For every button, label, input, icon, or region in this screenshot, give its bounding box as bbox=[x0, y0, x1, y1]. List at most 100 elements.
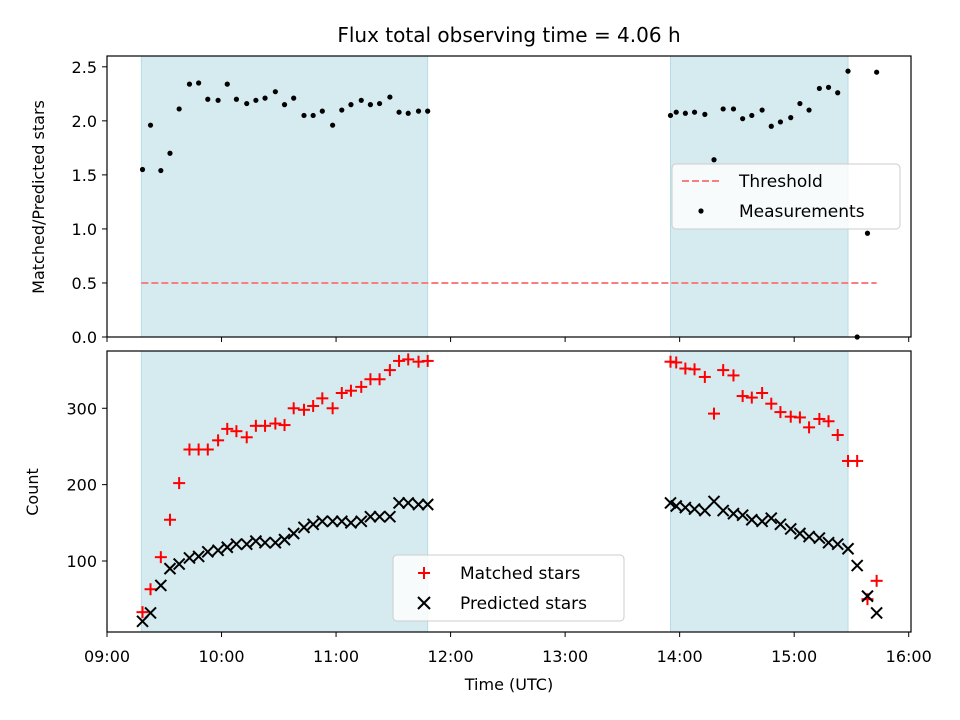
matched-star-point bbox=[793, 411, 806, 424]
top-ytick-label: 0.5 bbox=[72, 274, 97, 293]
top-panel: 0.0 0.5 1.0 1.5 2.0 2.5 Matched/Predicted sta… bbox=[29, 55, 912, 347]
predicted-star-point bbox=[373, 510, 386, 523]
top-y-axis-label: Matched/Predicted stars bbox=[29, 100, 48, 294]
matched-star-point bbox=[163, 513, 176, 526]
matched-star-point bbox=[774, 406, 787, 419]
measurement-point bbox=[825, 84, 832, 90]
measurement-point bbox=[711, 157, 717, 163]
matched-star-point bbox=[402, 353, 415, 366]
predicted-star-point bbox=[755, 515, 769, 528]
matched-star-point bbox=[230, 425, 243, 438]
measurement-point bbox=[682, 110, 688, 116]
legend-predicted-swatch bbox=[417, 596, 431, 610]
predicted-star-point bbox=[392, 496, 406, 510]
predicted-star-point bbox=[831, 537, 844, 551]
predicted-star-point bbox=[364, 510, 377, 523]
predicted-star-point bbox=[421, 498, 434, 511]
measurement-point bbox=[376, 100, 383, 107]
measurement-point bbox=[272, 89, 278, 95]
measurement-point bbox=[205, 96, 211, 102]
predicted-star-point bbox=[793, 527, 807, 540]
measurement-point bbox=[673, 109, 679, 115]
predicted-star-point bbox=[326, 515, 339, 528]
measurement-point bbox=[147, 122, 154, 128]
measurement-point bbox=[224, 81, 230, 87]
measurement-point bbox=[262, 95, 268, 101]
matched-star-point bbox=[144, 583, 157, 596]
measurement-point bbox=[797, 100, 803, 107]
predicted-star-point bbox=[344, 516, 358, 530]
measurement-point bbox=[281, 102, 288, 108]
xtick-label: 10:00 bbox=[198, 647, 244, 666]
xtick-label: 09:00 bbox=[84, 647, 130, 666]
predicted-star-point bbox=[765, 512, 778, 525]
measurement-point bbox=[176, 106, 182, 112]
predicted-star-point bbox=[221, 541, 234, 554]
predicted-star-point bbox=[355, 515, 368, 528]
predicted-star-point bbox=[850, 559, 864, 572]
matched-star-point bbox=[393, 354, 406, 367]
top-axes-frame bbox=[106, 55, 912, 338]
top-legend: Threshold Measurements bbox=[671, 163, 901, 230]
predicted-star-point bbox=[402, 496, 415, 510]
xtick-label: 13:00 bbox=[542, 647, 588, 666]
legend-matched-label: Matched stars bbox=[460, 564, 580, 584]
predicted-star-point bbox=[211, 544, 225, 557]
measurement-point bbox=[816, 85, 822, 92]
matched-star-point bbox=[708, 407, 721, 420]
measurement-point bbox=[667, 112, 674, 119]
predicted-star-point bbox=[716, 504, 730, 517]
matched-star-point bbox=[335, 386, 348, 399]
legend-matched-swatch bbox=[418, 567, 430, 579]
measurement-point bbox=[367, 102, 374, 108]
bottom-ytick-label: 200 bbox=[66, 476, 97, 495]
matched-star-point bbox=[307, 399, 320, 412]
top-x-ticks bbox=[106, 337, 910, 342]
bottom-ytick-label: 300 bbox=[66, 399, 97, 418]
measurement-point bbox=[396, 109, 402, 115]
xtick-label: 12:00 bbox=[428, 647, 474, 666]
measurement-point bbox=[691, 109, 698, 115]
matched-star-point bbox=[813, 412, 826, 425]
matched-star-point bbox=[670, 356, 683, 369]
predicted-star-point bbox=[774, 518, 787, 531]
shaded-region-1 bbox=[140, 350, 429, 633]
top-ytick-label: 1.5 bbox=[72, 166, 97, 185]
matched-star-point bbox=[269, 417, 282, 430]
matched-star-point bbox=[851, 454, 864, 467]
predicted-star-point bbox=[192, 550, 205, 563]
bottom-shaded-regions bbox=[140, 350, 849, 633]
measurement-point bbox=[244, 100, 250, 107]
bottom-y-ticks: 100 200 300 bbox=[66, 399, 107, 571]
measurement-point bbox=[139, 166, 146, 173]
matched-star-point bbox=[831, 428, 844, 441]
measurement-point bbox=[301, 112, 307, 119]
matched-star-point bbox=[221, 422, 234, 435]
measurement-point bbox=[339, 107, 345, 113]
predicted-star-point bbox=[144, 606, 157, 620]
top-ytick-label: 2.0 bbox=[72, 112, 97, 131]
measurement-point bbox=[358, 97, 364, 103]
shaded-region-2 bbox=[669, 350, 849, 633]
measurement-point bbox=[768, 123, 774, 129]
top-ytick-label: 0.0 bbox=[72, 328, 97, 347]
measurement-point bbox=[291, 95, 297, 101]
predicted-star-point bbox=[269, 536, 282, 549]
measurement-point bbox=[319, 108, 325, 114]
legend-threshold-label: Threshold bbox=[738, 172, 823, 192]
measurement-point bbox=[196, 80, 202, 86]
measurement-point bbox=[215, 97, 221, 103]
measurement-point bbox=[777, 119, 784, 125]
measurement-point bbox=[405, 110, 411, 116]
count-points bbox=[136, 353, 883, 628]
measurement-point bbox=[348, 102, 354, 108]
matched-star-point bbox=[373, 373, 386, 386]
predicted-star-point bbox=[688, 502, 701, 516]
matched-star-point bbox=[154, 551, 167, 564]
predicted-star-point bbox=[870, 606, 883, 620]
measurement-point bbox=[330, 122, 336, 128]
top-ytick-label: 1.0 bbox=[72, 220, 97, 239]
bottom-ytick-label: 100 bbox=[66, 552, 97, 571]
measurement-point bbox=[158, 167, 164, 174]
